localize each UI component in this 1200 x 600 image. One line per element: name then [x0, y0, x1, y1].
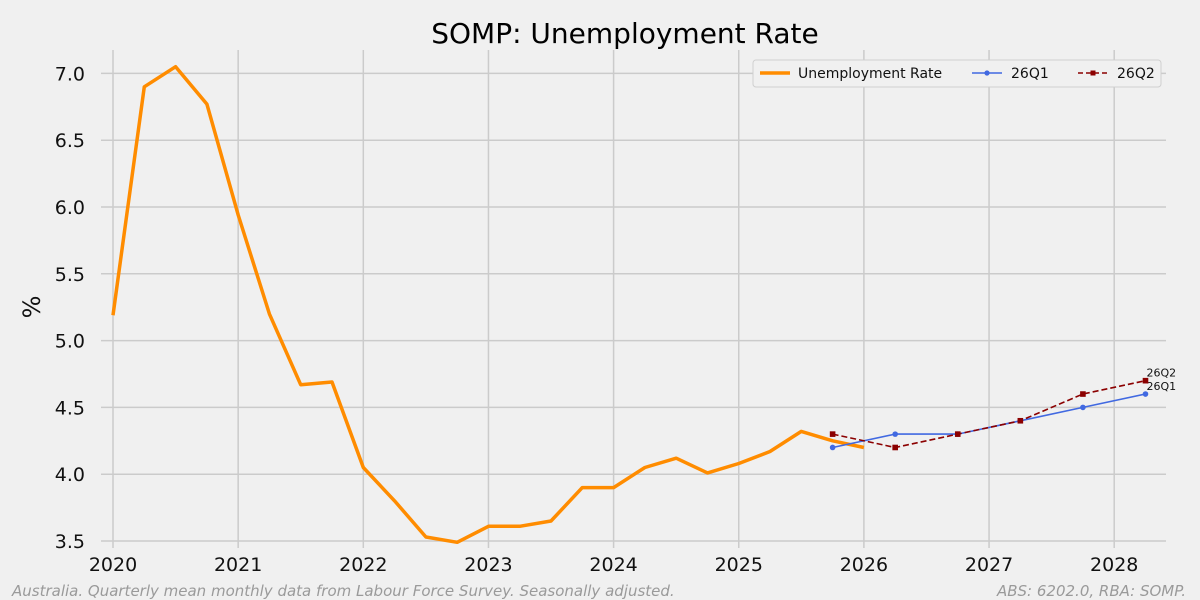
data-point-26q1	[829, 444, 836, 451]
y-axis-label: %	[18, 296, 46, 319]
x-tick-label: 2020	[89, 554, 137, 576]
x-tick-label: 2022	[339, 554, 387, 576]
footer-source-note: Australia. Quarterly mean monthly data f…	[11, 582, 675, 600]
legend: Unemployment Rate 26Q1 26Q2	[752, 59, 1162, 88]
y-tick-label: 4.5	[55, 397, 85, 419]
data-point-26q2	[954, 431, 961, 437]
x-tick-label: 2026	[840, 554, 888, 576]
data-point-26q2	[1017, 417, 1024, 424]
data-point-26q1	[1142, 391, 1149, 397]
y-tick-label: 4.0	[55, 464, 85, 486]
legend-marker-26q2	[1090, 70, 1096, 76]
x-tick-label: 2028	[1090, 554, 1138, 576]
series-line-unemployment-rate	[111, 64, 865, 545]
y-tick-label: 6.5	[55, 130, 85, 152]
series-line-26q2	[832, 379, 1146, 449]
y-tick-label: 3.5	[55, 531, 85, 553]
data-point-26q1	[892, 431, 898, 437]
axis-ticks: 3.5 4.0 4.5 5.0 5.5 6.0 6.5 7.0 2020 2021 2022 2023…	[55, 63, 1139, 576]
x-tick-label: 2021	[214, 554, 262, 576]
y-tick-label: 5.0	[55, 331, 85, 353]
legend-marker-26q1	[984, 70, 990, 76]
legend-label-26q1: 26Q1	[1011, 66, 1049, 82]
data-point-26q2	[1080, 391, 1086, 397]
x-tick-label: 2027	[965, 554, 1013, 576]
footer-source-credit: ABS: 6202.0, RBA: SOMP.	[996, 582, 1186, 600]
legend-label-unemployment: Unemployment Rate	[798, 66, 942, 82]
x-tick-label: 2023	[464, 554, 512, 576]
y-tick-label: 5.5	[55, 264, 85, 286]
end-label-26q2: 26Q2	[1146, 367, 1176, 380]
x-tick-label: 2025	[715, 554, 763, 576]
end-label-26q1: 26Q1	[1146, 380, 1176, 393]
x-tick-label: 2024	[589, 554, 637, 576]
y-tick-label: 7.0	[55, 63, 85, 85]
legend-box	[752, 59, 1162, 88]
data-point-26q2	[829, 431, 836, 437]
series-line-26q1	[832, 393, 1146, 449]
legend-label-26q2: 26Q2	[1117, 66, 1155, 82]
y-tick-label: 6.0	[55, 197, 85, 219]
chart-title: SOMP: Unemployment Rate	[431, 17, 819, 50]
data-point-26q2	[1142, 377, 1149, 384]
data-point-26q1	[1080, 404, 1086, 411]
data-point-26q2	[892, 444, 898, 451]
